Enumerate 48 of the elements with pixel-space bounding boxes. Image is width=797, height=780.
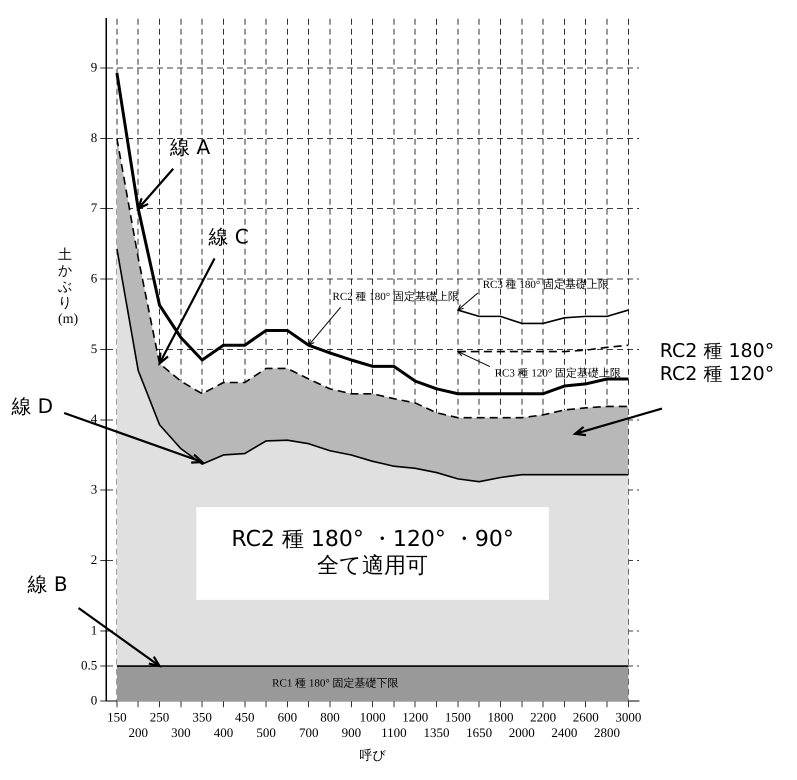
y-tick-label: 5 [90,340,98,356]
x-tick-label: 500 [256,725,276,740]
x-tick-label: 800 [320,709,340,724]
y-axis-title: 土かぶり(m) [58,248,78,328]
x-tick-label: 2800 [594,725,620,740]
x-tick-label: 350 [192,709,212,724]
annotation: 線 D [10,394,54,418]
x-tick-label: 1500 [444,709,471,724]
annotation: RC2 種 180° 固定基礎上限 [332,290,459,304]
annotation: RC3 種 120° 固定基礎上限 [494,366,622,380]
x-tick-label: 250 [150,709,170,724]
x-tick-label: 1100 [381,725,407,740]
x-tick-label: 600 [278,709,298,724]
x-tick-label: 1200 [402,709,428,724]
x-tick-label: 900 [342,725,362,740]
y-tick-label: 8 [90,130,98,145]
text: RC2 種 180° RC2 種 120° [660,340,774,385]
x-tick-label: 2600 [572,709,599,724]
x-tick-label: 2000 [508,725,535,740]
y-tick-label: 0 [90,692,98,708]
annotation: RC3 種 180° 固定基礎上限 [482,278,610,291]
x-tick-label: 1800 [487,709,514,724]
x-tick-label: 400 [214,725,234,740]
x-tick-label: 2400 [551,725,578,740]
annotation: RC1 種 180° 固定基礎下限 [272,676,398,690]
x-tick-label: 1350 [424,725,450,740]
y-tick-label: 3 [90,482,98,497]
y-tick-label: 1 [90,622,98,638]
y-tick-label: 0.5 [81,657,98,672]
x-tick-label: 700 [298,725,318,740]
y-tick-label: 2 [90,552,98,567]
y-tick-label: 4 [90,411,98,426]
annotation: 線 B [26,572,68,596]
annotation: 線 A [169,134,211,159]
x-tick-label: 1650 [466,725,492,740]
x-tick-label: 3000 [615,709,642,724]
x-tick-label: 2200 [530,709,556,724]
y-tick-label: 7 [90,200,98,216]
x-tick-label: 200 [128,725,148,740]
annotation: RC2 種 180° ・120° ・90° 全て適用可 [231,526,514,578]
x-tick-label: 150 [107,709,127,724]
annotation: 線 C [207,224,249,249]
x-tick-label: 300 [171,725,191,740]
x-tick-label: 450 [235,709,255,724]
x-tick-label: 1000 [360,709,386,724]
y-tick-label: 9 [90,59,98,74]
y-tick-label: 6 [90,270,98,286]
x-axis-title: 呼び [360,748,387,763]
